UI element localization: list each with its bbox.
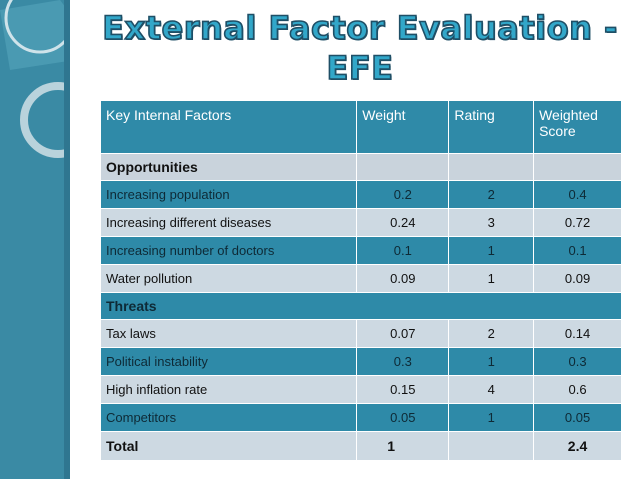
- table-row: Water pollution 0.09 1 0.09: [99, 264, 622, 293]
- header-rating: Rating: [448, 100, 535, 154]
- factor-cell: Water pollution: [99, 264, 358, 293]
- weight-cell: 0.05: [356, 403, 450, 432]
- title-line-2: EFE: [326, 48, 394, 88]
- section-label: Opportunities: [99, 153, 358, 181]
- slide-title: External Factor Evaluation - EFE: [100, 8, 620, 88]
- empty-cell: [356, 153, 450, 181]
- weight-cell: 0.3: [356, 347, 450, 376]
- total-score: 2.4: [533, 431, 622, 461]
- total-label: Total: [99, 431, 358, 461]
- factor-cell: Increasing number of doctors: [99, 236, 358, 265]
- header-weight: Weight: [356, 100, 450, 154]
- section-row-opportunities: Opportunities: [99, 153, 622, 181]
- score-cell: 0.3: [533, 347, 622, 376]
- empty-cell: [533, 153, 622, 181]
- score-cell: 0.09: [533, 264, 622, 293]
- factor-cell: Political instability: [99, 347, 358, 376]
- table-row: Increasing population 0.2 2 0.4: [99, 180, 622, 209]
- score-cell: 0.05: [533, 403, 622, 432]
- weight-cell: 0.2: [356, 180, 450, 209]
- weight-cell: 0.1: [356, 236, 450, 265]
- header-weighted-score: Weighted Score: [533, 100, 622, 154]
- factor-cell: Tax laws: [99, 319, 358, 348]
- header-factors: Key Internal Factors: [99, 100, 358, 154]
- empty-cell: [448, 153, 535, 181]
- table-row: Tax laws 0.07 2 0.14: [99, 319, 622, 348]
- rating-cell: 1: [448, 403, 535, 432]
- rating-cell: 1: [448, 264, 535, 293]
- factor-cell: High inflation rate: [99, 375, 358, 404]
- table-row: Political instability 0.3 1 0.3: [99, 347, 622, 376]
- rating-cell: 2: [448, 319, 535, 348]
- section-row-threats: Threats: [100, 292, 622, 320]
- sidebar-decoration: [0, 0, 70, 479]
- table-row: Increasing different diseases 0.24 3 0.7…: [99, 208, 622, 237]
- table-header-row: Key Internal Factors Weight Rating Weigh…: [99, 100, 622, 154]
- total-weight: 1: [356, 431, 450, 461]
- table-row: Competitors 0.05 1 0.05: [99, 403, 622, 432]
- weight-cell: 0.07: [356, 319, 450, 348]
- weight-cell: 0.24: [356, 208, 450, 237]
- score-cell: 0.1: [533, 236, 622, 265]
- section-label: Threats: [100, 292, 622, 320]
- score-cell: 0.72: [533, 208, 622, 237]
- table-row: Increasing number of doctors 0.1 1 0.1: [99, 236, 622, 265]
- rating-cell: 4: [448, 375, 535, 404]
- weight-cell: 0.09: [356, 264, 450, 293]
- rating-cell: 1: [448, 236, 535, 265]
- factor-cell: Competitors: [99, 403, 358, 432]
- efe-table: Key Internal Factors Weight Rating Weigh…: [99, 100, 622, 461]
- score-cell: 0.4: [533, 180, 622, 209]
- weight-cell: 0.15: [356, 375, 450, 404]
- table-row: High inflation rate 0.15 4 0.6: [99, 375, 622, 404]
- total-row: Total 1 2.4: [99, 431, 622, 461]
- sidebar-edge: [64, 0, 70, 479]
- rating-cell: 3: [448, 208, 535, 237]
- title-line-1: External Factor Evaluation -: [101, 8, 618, 48]
- rating-cell: 2: [448, 180, 535, 209]
- score-cell: 0.14: [533, 319, 622, 348]
- total-rating: [448, 431, 535, 461]
- factor-cell: Increasing population: [99, 180, 358, 209]
- rating-cell: 1: [448, 347, 535, 376]
- factor-cell: Increasing different diseases: [99, 208, 358, 237]
- circle-decoration: [0, 0, 70, 200]
- score-cell: 0.6: [533, 375, 622, 404]
